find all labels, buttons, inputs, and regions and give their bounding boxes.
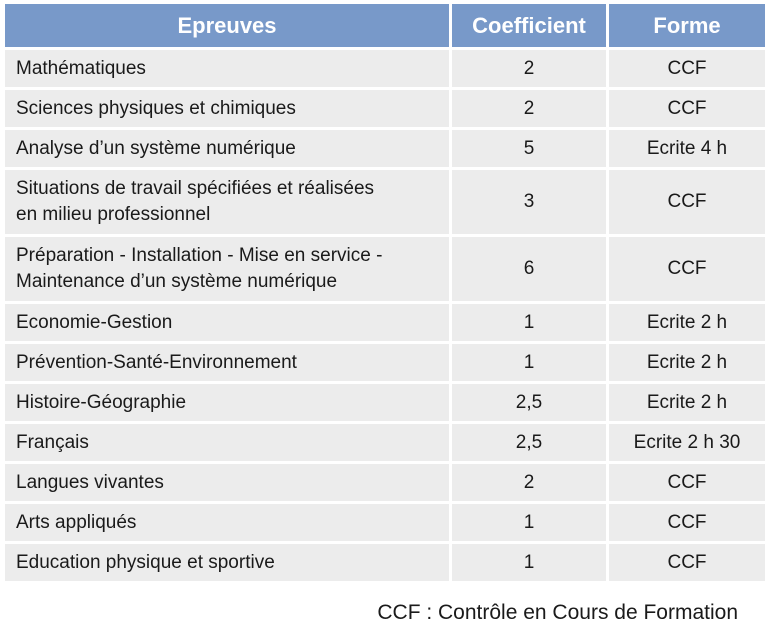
- footnote: CCF : Contrôle en Cours de Formation: [377, 601, 738, 624]
- table-row: Arts appliqués 1 CCF: [5, 504, 765, 544]
- forme-cell: Ecrite 2 h: [609, 384, 765, 424]
- epreuve-cell: Histoire-Géographie: [5, 384, 452, 424]
- epreuve-line: Situations de travail spécifiées et réal…: [16, 178, 375, 199]
- coefficient-cell: 2,5: [452, 424, 609, 464]
- header-row: Epreuves Coefficient Forme: [5, 4, 765, 50]
- epreuve-line: en milieu professionnel: [16, 204, 211, 225]
- epreuve-cell: Education physique et sportive: [5, 544, 452, 584]
- coefficient-cell: 6: [452, 237, 609, 304]
- forme-cell: Ecrite 4 h: [609, 130, 765, 170]
- forme-cell: CCF: [609, 464, 765, 504]
- column-header-forme: Forme: [609, 4, 765, 50]
- column-header-coefficient: Coefficient: [452, 4, 609, 50]
- forme-cell: Ecrite 2 h: [609, 304, 765, 344]
- forme-cell: Ecrite 2 h 30: [609, 424, 765, 464]
- forme-cell: CCF: [609, 50, 765, 90]
- epreuve-cell: Langues vivantes: [5, 464, 452, 504]
- coefficient-cell: 3: [452, 170, 609, 237]
- epreuve-cell: Arts appliqués: [5, 504, 452, 544]
- forme-cell: CCF: [609, 90, 765, 130]
- epreuve-cell: Economie-Gestion: [5, 304, 452, 344]
- coefficient-cell: 2: [452, 90, 609, 130]
- forme-cell: CCF: [609, 504, 765, 544]
- table-row: Préparation - Installation - Mise en ser…: [5, 237, 765, 304]
- coefficient-cell: 1: [452, 344, 609, 384]
- table-row: Economie-Gestion 1 Ecrite 2 h: [5, 304, 765, 344]
- epreuve-cell: Mathématiques: [5, 50, 452, 90]
- epreuve-cell: Prévention-Santé-Environnement: [5, 344, 452, 384]
- table-row: Histoire-Géographie 2,5 Ecrite 2 h: [5, 384, 765, 424]
- table-row: Situations de travail spécifiées et réal…: [5, 170, 765, 237]
- coefficient-cell: 1: [452, 504, 609, 544]
- epreuve-line: Préparation - Installation - Mise en ser…: [16, 245, 383, 266]
- column-header-epreuves: Epreuves: [5, 4, 452, 50]
- forme-cell: Ecrite 2 h: [609, 344, 765, 384]
- coefficient-cell: 1: [452, 304, 609, 344]
- forme-cell: CCF: [609, 237, 765, 304]
- exam-table-container: Epreuves Coefficient Forme Mathématiques…: [5, 4, 765, 584]
- table-row: Sciences physiques et chimiques 2 CCF: [5, 90, 765, 130]
- forme-cell: CCF: [609, 544, 765, 584]
- epreuve-line: Maintenance d’un système numérique: [16, 271, 338, 292]
- table-row: Langues vivantes 2 CCF: [5, 464, 765, 504]
- forme-cell: CCF: [609, 170, 765, 237]
- table-header: Epreuves Coefficient Forme: [5, 4, 765, 50]
- table-row: Education physique et sportive 1 CCF: [5, 544, 765, 584]
- coefficient-cell: 2: [452, 464, 609, 504]
- coefficient-cell: 2,5: [452, 384, 609, 424]
- epreuve-cell: Préparation - Installation - Mise en ser…: [5, 237, 452, 304]
- epreuve-cell: Analyse d’un système numérique: [5, 130, 452, 170]
- table-row: Français 2,5 Ecrite 2 h 30: [5, 424, 765, 464]
- epreuve-cell: Sciences physiques et chimiques: [5, 90, 452, 130]
- exam-table: Epreuves Coefficient Forme Mathématiques…: [5, 4, 765, 584]
- table-row: Mathématiques 2 CCF: [5, 50, 765, 90]
- coefficient-cell: 5: [452, 130, 609, 170]
- epreuve-cell: Situations de travail spécifiées et réal…: [5, 170, 452, 237]
- epreuve-cell: Français: [5, 424, 452, 464]
- table-row: Analyse d’un système numérique 5 Ecrite …: [5, 130, 765, 170]
- coefficient-cell: 2: [452, 50, 609, 90]
- coefficient-cell: 1: [452, 544, 609, 584]
- table-row: Prévention-Santé-Environnement 1 Ecrite …: [5, 344, 765, 384]
- table-body: Mathématiques 2 CCF Sciences physiques e…: [5, 50, 765, 584]
